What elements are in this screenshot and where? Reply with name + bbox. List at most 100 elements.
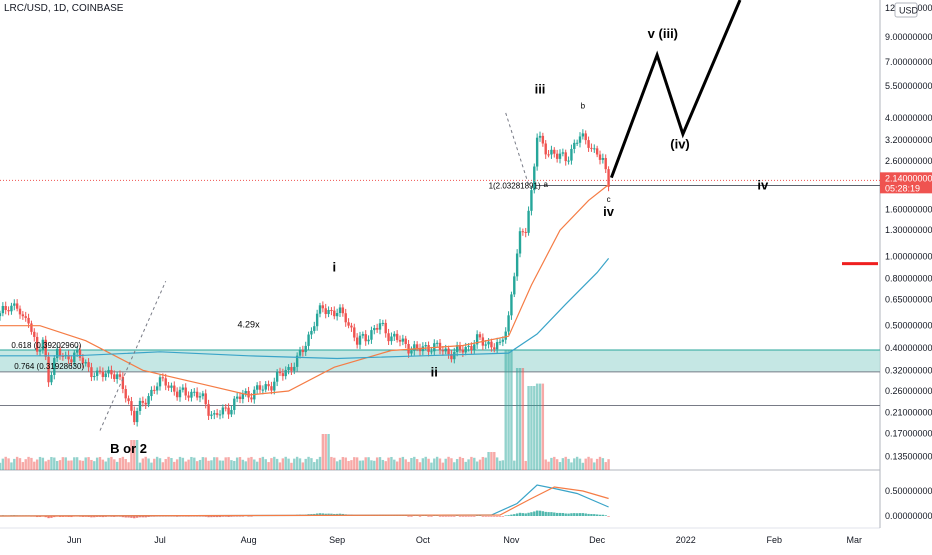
osc-hist-bar — [104, 516, 107, 517]
volume-bar — [110, 456, 113, 470]
candle-body — [581, 133, 585, 137]
osc-hist-bar — [204, 516, 207, 517]
candle-body — [335, 313, 339, 317]
moving-averages — [0, 184, 610, 396]
volume-bar — [253, 459, 256, 470]
candle-body — [121, 376, 125, 390]
candle-body — [595, 148, 599, 155]
osc-hist-bar — [410, 516, 413, 517]
volume-bar — [458, 456, 462, 470]
volume-bar — [273, 456, 276, 470]
osc-tick-label: 0.00000000 — [885, 511, 932, 521]
volume-bar — [550, 457, 553, 470]
volume-bar — [164, 459, 167, 470]
candle-body — [193, 391, 196, 393]
candle-body — [347, 322, 350, 326]
candle-body — [584, 133, 587, 141]
volume-bar — [173, 461, 176, 470]
currency-badge — [894, 2, 918, 18]
osc-hist-bar — [581, 513, 585, 516]
volume-bar — [524, 460, 527, 470]
price-axis[interactable]: 12.000000009.000000007.000000005.5000000… — [880, 2, 932, 521]
volume-bar — [430, 462, 433, 470]
candle-body — [313, 326, 316, 331]
volume-bar — [235, 457, 239, 470]
candle-body — [118, 374, 122, 377]
candle-body — [515, 253, 519, 277]
wave-c-label: c — [607, 195, 611, 204]
candle-body — [361, 334, 365, 336]
volume-bar — [167, 456, 170, 470]
volume-bar — [238, 457, 242, 470]
wave-iv-label: iv — [603, 204, 615, 219]
osc-hist-bar — [555, 512, 559, 516]
time-label-aug: Aug — [241, 535, 257, 545]
candle-body — [333, 310, 336, 317]
osc-hist-bar — [44, 516, 47, 518]
osc-hist-bar — [121, 516, 125, 518]
candle-body — [381, 322, 385, 324]
volume-bar — [441, 462, 445, 470]
volume-bar — [484, 457, 487, 470]
volume-bar — [50, 457, 53, 470]
osc-hist-bar — [550, 512, 553, 516]
volume-bar — [395, 461, 399, 470]
osc-hist-bar — [53, 516, 56, 518]
volume-bar — [424, 456, 427, 470]
price-tick-label: 0.21000000 — [885, 407, 932, 417]
volume-bar — [73, 457, 76, 470]
candle-body — [401, 338, 405, 342]
volume-bar — [150, 462, 153, 470]
volume-bar — [64, 457, 67, 470]
symbol-title[interactable]: LRC/USD, 1D, COINBASE — [4, 3, 124, 14]
volume-bar — [258, 457, 262, 470]
volume-bar — [353, 457, 356, 470]
volume-bar — [38, 456, 42, 470]
osc-hist-bar — [233, 516, 236, 517]
volume-bar — [321, 434, 325, 470]
volume-bar — [313, 462, 316, 470]
osc-hist-bar — [173, 516, 176, 517]
candle-body — [58, 348, 62, 357]
candle-body — [441, 350, 445, 352]
volume-bar — [118, 458, 122, 470]
candle-body — [10, 305, 13, 312]
volume-bar — [275, 458, 279, 470]
candle-body — [275, 371, 279, 382]
osc-hist-bar — [184, 516, 187, 517]
candle-body — [78, 349, 82, 358]
candle-body — [284, 370, 287, 377]
candle-body — [50, 374, 53, 383]
volume-bar — [358, 460, 362, 470]
volume-bar — [301, 462, 305, 470]
candle-body — [570, 148, 573, 161]
volume-bar — [473, 457, 476, 470]
volume-bar — [433, 458, 436, 470]
volume-bar — [141, 458, 145, 470]
osc-hist-bar — [218, 516, 222, 518]
time-axis[interactable]: Jun Jul Aug Sep Oct Nov Dec 2022 Feb Mar — [67, 535, 862, 545]
candle-body — [555, 153, 559, 159]
candle-body — [301, 350, 305, 353]
osc-hist-bar — [164, 516, 167, 517]
candle-body — [373, 328, 376, 331]
candle-body — [215, 413, 219, 415]
candle-body — [461, 349, 465, 353]
volume-bar — [127, 462, 130, 470]
candle-body — [384, 322, 387, 334]
candle-body — [298, 350, 302, 356]
volume-bar — [138, 462, 142, 470]
candle-body — [398, 339, 402, 342]
candle-body — [364, 334, 367, 342]
osc-hist-bar — [461, 516, 465, 517]
current-price-badge — [880, 172, 932, 194]
volume-bar — [41, 457, 45, 470]
wave-a-label: a — [543, 180, 548, 189]
candle-body — [24, 316, 27, 318]
volume-bar — [15, 456, 19, 470]
volume-bar — [70, 460, 73, 470]
volume-bar — [387, 457, 390, 470]
osc-hist-bar — [498, 516, 502, 517]
